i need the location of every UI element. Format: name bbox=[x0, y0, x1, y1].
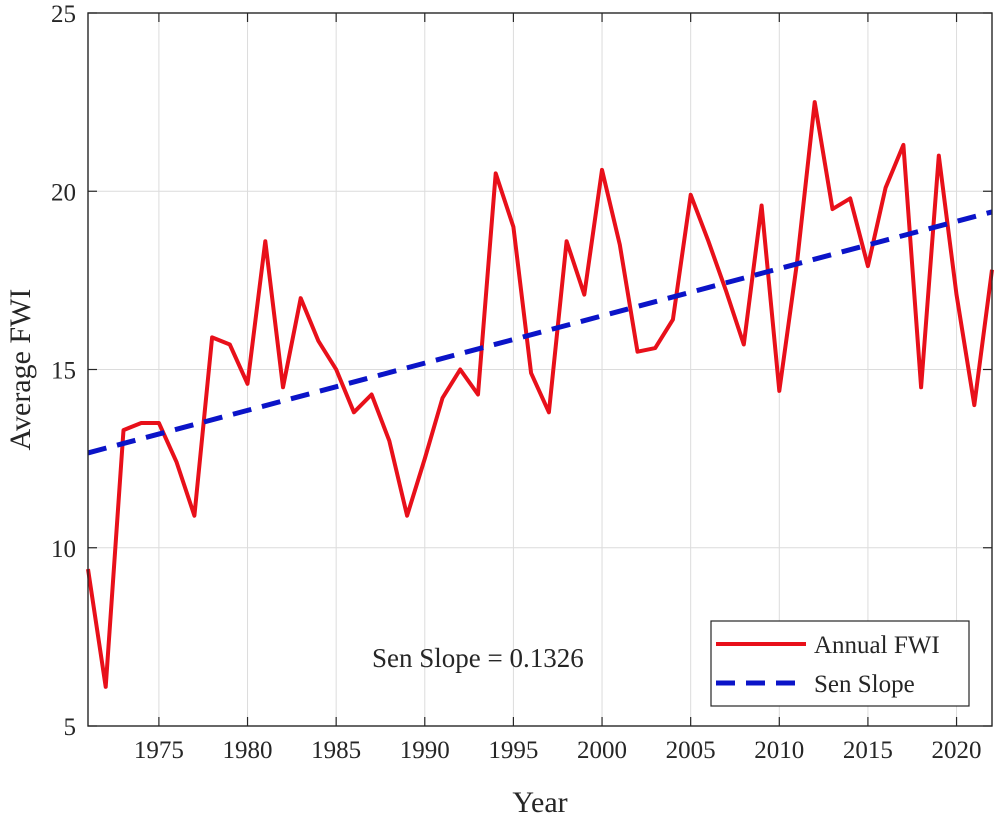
y-axis-label: Average FWI bbox=[4, 289, 37, 451]
sen-slope-annotation: Sen Slope = 0.1326 bbox=[372, 643, 584, 673]
legend-box bbox=[710, 620, 970, 707]
y-tick-label: 5 bbox=[64, 714, 77, 741]
x-tick-label: 1990 bbox=[400, 737, 450, 764]
y-tick-label: 10 bbox=[51, 536, 76, 563]
x-tick-label: 2000 bbox=[577, 737, 627, 764]
x-tick-label: 2015 bbox=[843, 737, 893, 764]
x-tick-label: 2020 bbox=[932, 737, 982, 764]
legend-label-annual-fwi: Annual FWI bbox=[814, 632, 940, 659]
y-tick-label: 20 bbox=[51, 179, 76, 206]
y-tick-label: 15 bbox=[51, 358, 76, 385]
legend: Annual FWI Sen Slope bbox=[710, 620, 970, 707]
sen-slope-line bbox=[87, 209, 993, 456]
y-tick-label: 25 bbox=[51, 1, 76, 28]
x-tick-label: 1995 bbox=[488, 737, 538, 764]
x-axis-label: Year bbox=[512, 786, 567, 815]
legend-label-sen-slope: Sen Slope bbox=[814, 671, 915, 698]
x-tick-label: 1985 bbox=[311, 737, 361, 764]
annual-fwi-line bbox=[86, 100, 994, 689]
x-tick-label: 1980 bbox=[223, 737, 273, 764]
x-tick-label: 1975 bbox=[134, 737, 184, 764]
series-layer bbox=[86, 100, 994, 689]
x-tick-label: 2005 bbox=[666, 737, 716, 764]
axis-ticks: 1975 1980 1985 1990 1995 2000 2005 2010 2015 2020… bbox=[51, 1, 992, 764]
x-tick-label: 2010 bbox=[754, 737, 804, 764]
